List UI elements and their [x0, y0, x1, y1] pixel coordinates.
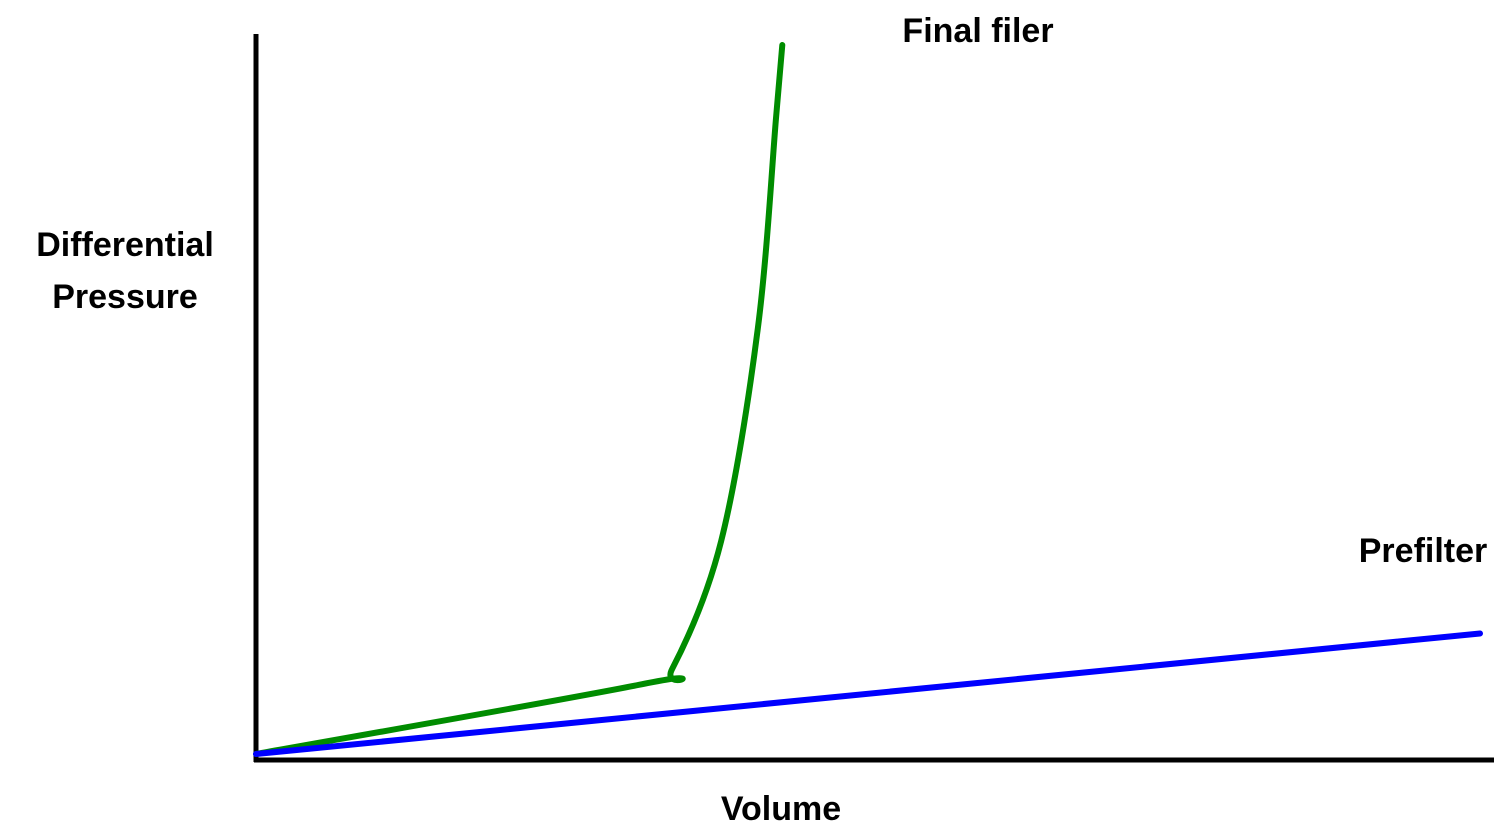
series-prefilter-label: Prefilter — [1359, 532, 1488, 570]
y-axis-label-line-2: Pressure — [52, 278, 198, 316]
x-axis-label: Volume — [721, 790, 841, 827]
series-prefilter-line — [253, 630, 1483, 757]
series-final-filer-label: Final filer — [902, 12, 1053, 50]
series-final-filer-line — [253, 42, 786, 757]
y-axis-label-line-1: Differential — [36, 226, 214, 264]
